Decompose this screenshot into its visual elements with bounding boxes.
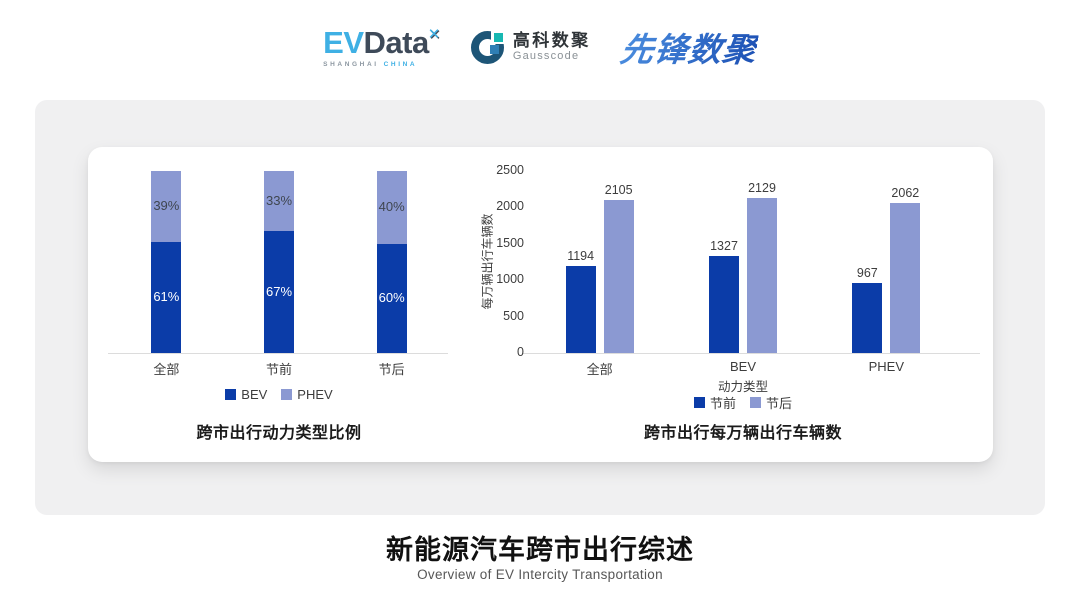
bar-segment-phev — [264, 171, 294, 232]
page-title: 新能源汽车跨市出行综述 — [386, 535, 694, 565]
evdata-china-text: CHINA — [383, 60, 418, 68]
bar-segment-bev — [376, 243, 407, 353]
gausscode-cn-text: 高科数聚 — [512, 30, 591, 50]
right-y-tick-label: 500 — [503, 308, 524, 323]
segment-percent-label: 67% — [265, 284, 293, 300]
gausscode-g-icon — [470, 28, 506, 64]
bar-节后 — [603, 199, 634, 353]
chart-card: BEV PHEV 节前 节后 跨市出行动力类型比例 跨市出行每万辆出行车辆数 动力类… — [88, 147, 993, 462]
legend-label: BEV — [241, 387, 268, 402]
bar-value-label: 967 — [856, 265, 878, 280]
logo-bar: EVData✕ SHANGHAI CHINA 高科数聚 Gausscode 先锋… — [0, 12, 1080, 82]
right-y-tick-label: 2500 — [496, 163, 524, 177]
segment-percent-label: 40% — [378, 199, 405, 215]
right-x-tick-label: BEV — [729, 359, 756, 374]
right-y-tick-label: 1000 — [496, 272, 524, 287]
right-chart-yaxis-label: 每万辆出行车辆数 — [480, 213, 495, 310]
gausscode-wordmark: 高科数聚 Gausscode — [512, 30, 591, 63]
segment-percent-label: 39% — [153, 198, 180, 214]
gausscode-logo: 高科数聚 Gausscode — [470, 28, 591, 64]
segment-percent-label: 33% — [265, 193, 293, 209]
bar-segment-phev — [376, 171, 407, 244]
bar-节前 — [565, 266, 596, 353]
legend-label: 节前 — [709, 396, 736, 411]
page-subtitle: Overview of EV Intercity Transportation — [417, 567, 663, 582]
legend-item: BEV — [225, 387, 267, 402]
legend-swatch — [750, 397, 761, 408]
evdata-shanghai-text: SHANGHAI — [323, 60, 379, 68]
bar-value-label: 2129 — [748, 181, 776, 195]
left-chart-title: 跨市出行动力类型比例 — [196, 425, 362, 442]
bar-value-label: 1327 — [710, 239, 738, 254]
legend-swatch — [281, 389, 293, 400]
legend-label: 节后 — [766, 396, 793, 411]
right-y-tick-label: 2000 — [496, 199, 524, 214]
right-chart-title: 跨市出行每万辆出行车辆数 — [643, 425, 842, 442]
bar-节后 — [890, 202, 921, 353]
legend-item: 节后 — [750, 393, 792, 412]
left-chart-legend: BEV PHEV — [110, 387, 448, 402]
right-x-tick-label: PHEV — [868, 359, 905, 374]
evdata-data-text: Data — [363, 24, 430, 60]
bar-value-label: 1194 — [567, 249, 595, 264]
g-blue-square — [489, 44, 499, 54]
right-chart-xaxis-label: 动力类型 — [717, 380, 768, 394]
left-x-tick-label: 节前 — [265, 362, 292, 377]
g-ring-shape — [470, 30, 504, 64]
left-x-tick-label: 全部 — [153, 362, 180, 377]
segment-percent-label: 60% — [378, 290, 405, 306]
bar-segment-bev — [151, 241, 182, 353]
left-chart-x-axis — [108, 353, 448, 354]
evdata-wordmark: EVData✕ — [323, 27, 441, 58]
evdata-x-icon: ✕ — [427, 25, 441, 43]
bar-segment-bev — [264, 231, 294, 353]
legend-item: PHEV — [281, 387, 333, 402]
legend-item: 节前 — [693, 393, 736, 412]
bar-节前 — [709, 256, 739, 353]
right-chart-x-axis — [522, 353, 980, 354]
right-y-tick-label: 0 — [517, 345, 524, 359]
gausscode-en-text: Gausscode — [512, 50, 580, 63]
segment-percent-label: 61% — [153, 289, 180, 305]
pioneer-logo: 先锋数聚 — [617, 23, 760, 71]
bar-value-label: 2105 — [604, 182, 633, 197]
right-y-tick-label: 1500 — [496, 235, 524, 250]
legend-swatch — [693, 397, 705, 408]
evdata-ev-text: EV — [323, 24, 364, 60]
bar-segment-phev — [151, 171, 182, 242]
evdata-logo: EVData✕ SHANGHAI CHINA — [323, 27, 441, 68]
legend-label: PHEV — [297, 387, 333, 402]
right-chart-legend: 节前 节后 — [528, 393, 958, 412]
legend-swatch — [225, 389, 237, 400]
evdata-subtext: SHANGHAI CHINA — [323, 61, 417, 68]
bar-节前 — [852, 282, 883, 353]
left-x-tick-label: 节后 — [378, 362, 405, 377]
g-teal-square — [493, 32, 503, 42]
right-x-tick-label: 全部 — [586, 362, 613, 377]
bar-value-label: 2062 — [891, 185, 920, 200]
bar-节后 — [747, 198, 777, 353]
